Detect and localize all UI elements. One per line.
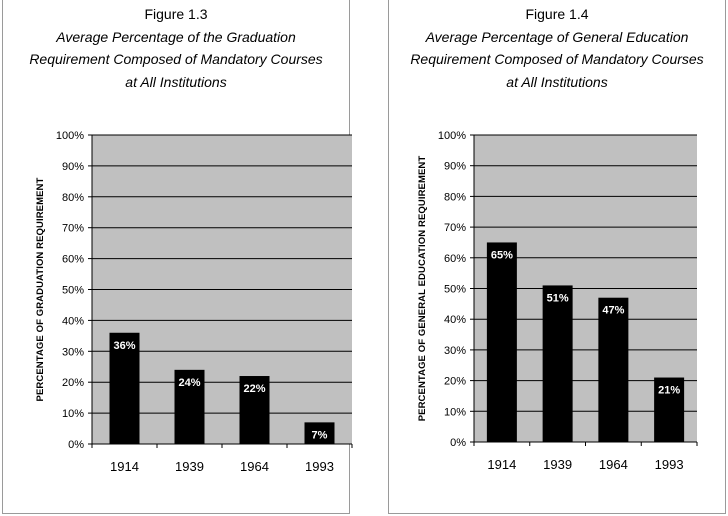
data-label-1993: 21%	[658, 385, 680, 397]
y-tick-label: 30%	[62, 346, 84, 358]
bar-chart-figure-1-4: 0% 10% 20% 30% 40% 50% 60% 70% 80% 90% 100% 65% 1914…	[417, 130, 698, 472]
bar-1993	[654, 377, 685, 442]
y-tick-label: 50%	[62, 285, 84, 297]
y-tick-label: 60%	[444, 253, 466, 265]
bar-1964	[239, 376, 270, 444]
chart-title-block: Figure 1.4 Average Percentage of General…	[389, 3, 725, 93]
y-tick-label: 70%	[444, 222, 466, 234]
bar-1993	[304, 422, 335, 444]
bar-1914	[109, 332, 140, 444]
y-tick-label: 10%	[444, 406, 466, 418]
y-axis-label: PERCENTAGE OF GENERAL EDUCATION REQUIREM…	[417, 156, 428, 422]
bar-1964	[598, 297, 629, 442]
data-label-1914: 36%	[113, 340, 135, 352]
bar-1914	[486, 242, 517, 442]
x-tick-label-1993: 1993	[305, 459, 334, 474]
chart-panel-figure-1-4: Figure 1.4 Average Percentage of General…	[388, 0, 726, 514]
y-tick-label: 60%	[62, 254, 84, 266]
y-axis-label: PERCENTAGE OF GRADUATION REQUIREMENT	[35, 177, 46, 401]
x-tick-label-1939: 1939	[543, 457, 572, 472]
chart-subtitle-line-2: Requirement Composed of Mandatory Course…	[29, 51, 323, 67]
x-tick-label-1914: 1914	[487, 457, 516, 472]
x-tick-label-1964: 1964	[240, 459, 269, 474]
chart-subtitle-line-3: at All Institutions	[506, 73, 608, 90]
data-label-1964: 22%	[243, 383, 265, 395]
bar-1939	[542, 285, 573, 442]
y-tick-label: 40%	[62, 315, 84, 327]
y-tick-label: 20%	[62, 377, 84, 389]
bar-1939	[174, 369, 205, 444]
data-label-1993: 7%	[312, 429, 328, 441]
data-label-1939: 24%	[178, 377, 200, 389]
x-tick-label-1939: 1939	[175, 459, 204, 474]
y-tick-label: 20%	[444, 376, 466, 388]
y-tick-label: 40%	[444, 314, 466, 326]
chart-subtitle-line-1: Average Percentage of the Graduation	[56, 28, 296, 45]
y-tick-label: 70%	[62, 223, 84, 235]
y-tick-label: 50%	[444, 284, 466, 296]
y-tick-label: 90%	[444, 161, 466, 173]
chart-panel-figure-1-3: Figure 1.3 Average Percentage of the Gra…	[2, 0, 353, 514]
data-label-1914: 65%	[491, 249, 513, 261]
y-tick-label: 30%	[444, 345, 466, 357]
y-tick-label: 80%	[444, 191, 466, 203]
chart-title-block: Figure 1.3 Average Percentage of the Gra…	[3, 3, 349, 93]
figure-number: Figure 1.4	[525, 6, 589, 22]
x-tick-label-1993: 1993	[655, 457, 684, 472]
y-tick-label: 100%	[438, 130, 466, 142]
x-tick-label-1964: 1964	[599, 457, 628, 472]
figure-number: Figure 1.3	[144, 6, 208, 22]
y-tick-label: 90%	[62, 161, 84, 173]
x-tick-label-1914: 1914	[110, 459, 139, 474]
y-tick-label: 0%	[68, 439, 84, 451]
y-tick-label: 0%	[450, 437, 466, 449]
chart-subtitle-line-1: Average Percentage of General Education	[425, 28, 689, 45]
chart-subtitle-line-3: at All Institutions	[125, 73, 227, 90]
y-tick-label: 10%	[62, 408, 84, 420]
data-label-1939: 51%	[547, 292, 569, 304]
y-tick-label: 100%	[56, 130, 84, 142]
data-label-1964: 47%	[602, 305, 624, 317]
chart-subtitle-line-2: Requirement Composed of Mandatory Course…	[410, 51, 704, 67]
bar-chart-figure-1-3: 0% 10% 20% 30% 40% 50% 60% 70% 80% 90% 100% 36% 1914…	[35, 130, 353, 474]
y-tick-label: 80%	[62, 192, 84, 204]
